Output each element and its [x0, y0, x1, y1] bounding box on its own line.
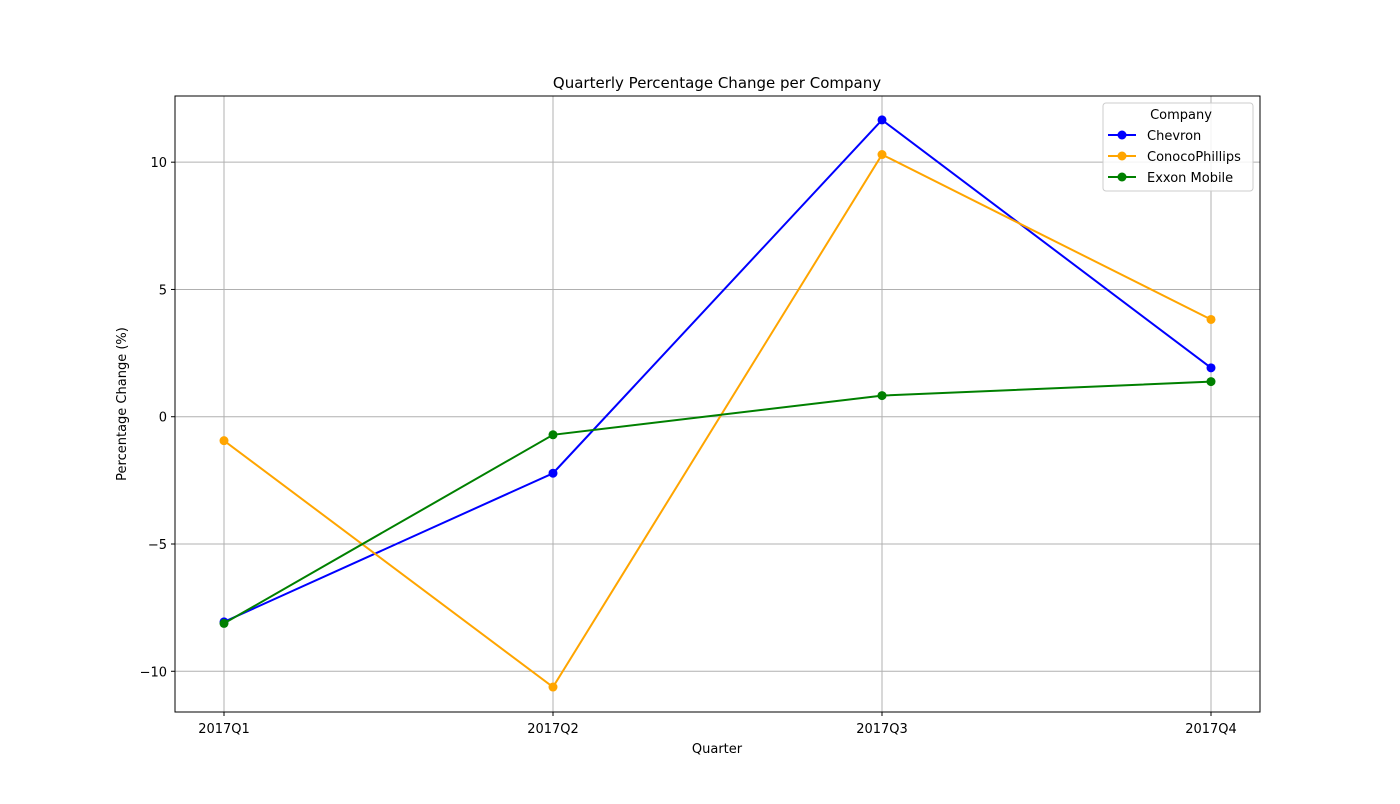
legend-box — [1102, 102, 1254, 192]
series-conocophillips — [219, 150, 1216, 692]
y-tick-label: 5 — [159, 283, 167, 298]
legend-swatch-marker — [1117, 172, 1127, 182]
legend-item: Chevron — [1108, 129, 1201, 144]
data-point — [1206, 363, 1216, 373]
plot-frame — [174, 95, 1261, 713]
series-group — [219, 115, 1216, 692]
series-line — [223, 118, 1212, 623]
data-point — [877, 115, 887, 125]
data-point — [1206, 314, 1216, 324]
legend-swatch-marker — [1117, 130, 1127, 140]
grid-lines — [175, 96, 1260, 712]
legend-label: ConocoPhillips — [1147, 150, 1241, 165]
legend-title: Company — [1150, 108, 1212, 123]
series-line — [223, 153, 1212, 689]
x-tick-label: 2017Q2 — [527, 722, 579, 737]
series-exxon-mobile — [219, 377, 1216, 628]
data-point — [219, 618, 229, 628]
chart-title: Quarterly Percentage Change per Company — [553, 74, 881, 92]
y-tick-label: 0 — [159, 411, 167, 426]
y-axis-label: Percentage Change (%) — [115, 327, 130, 481]
series-line — [223, 380, 1212, 625]
y-tick-label: −5 — [148, 538, 167, 553]
legend-label: Chevron — [1147, 129, 1201, 144]
data-point — [548, 682, 558, 692]
data-point — [877, 150, 887, 160]
data-point — [548, 468, 558, 478]
legend: Company Chevron ConocoPhillips Exxon Mobile — [1102, 102, 1254, 192]
x-axis-label: Quarter — [692, 742, 743, 757]
x-tick-label: 2017Q4 — [1185, 722, 1237, 737]
y-tick-label: 10 — [150, 156, 167, 171]
data-point — [1206, 377, 1216, 387]
axes: 2017Q1 2017Q2 2017Q3 2017Q4 −10 −5 0 5 10 — [140, 95, 1261, 737]
legend-label: Exxon Mobile — [1147, 171, 1233, 186]
x-tick-label: 2017Q1 — [198, 722, 250, 737]
data-point — [548, 430, 558, 440]
legend-item: Exxon Mobile — [1108, 171, 1233, 186]
legend-item: ConocoPhillips — [1108, 150, 1241, 165]
x-tick-label: 2017Q3 — [856, 722, 908, 737]
legend-swatch-marker — [1117, 151, 1127, 161]
y-tick-label: −10 — [140, 665, 167, 680]
data-point — [877, 391, 887, 401]
data-point — [219, 436, 229, 446]
